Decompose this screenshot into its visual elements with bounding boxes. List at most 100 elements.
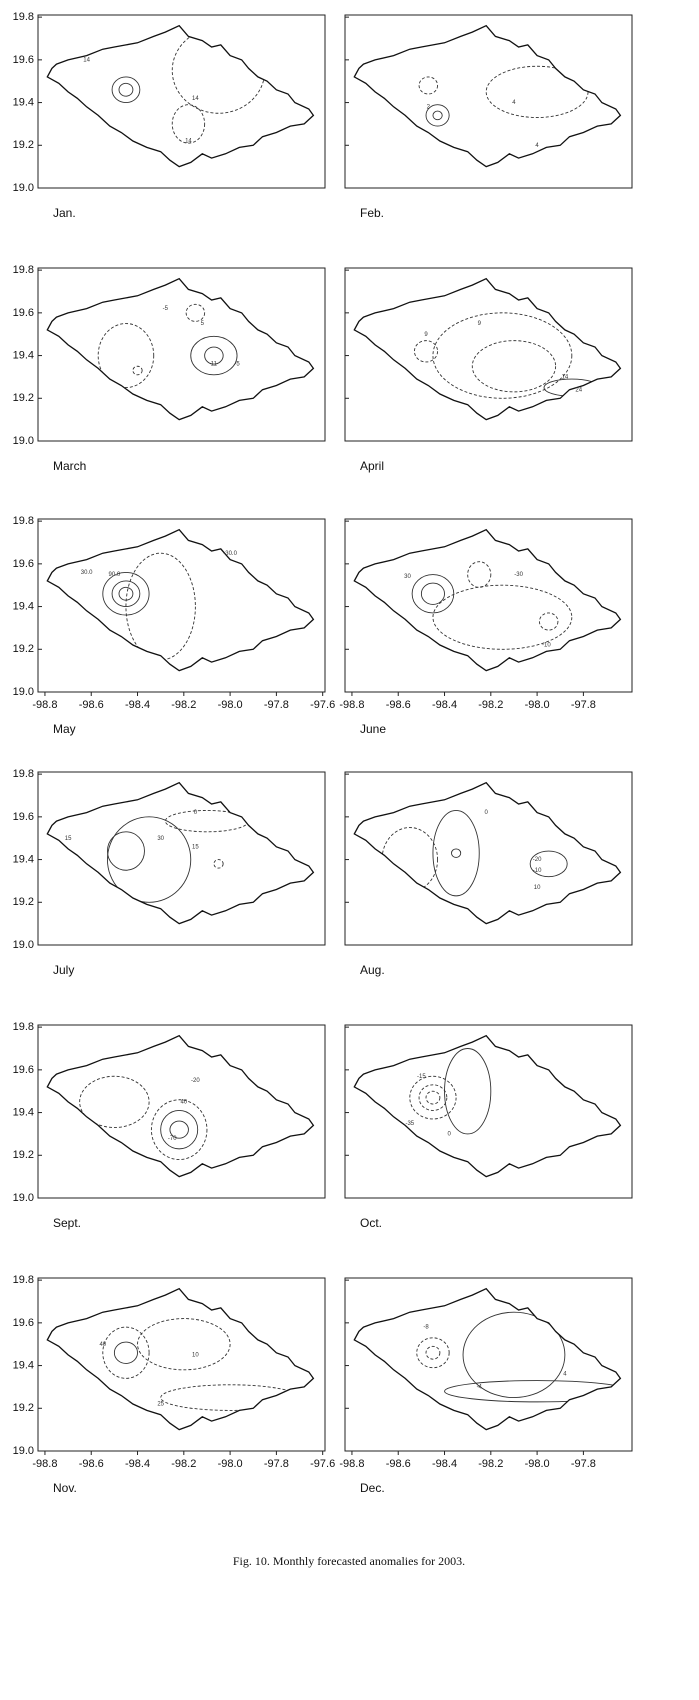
region-outline bbox=[353, 781, 622, 925]
map-panel: -20 40 -70 19.0 19.2 19.4 19.6 19.8 Sept. bbox=[13, 1021, 326, 1230]
y-tick-label: 19.6 bbox=[13, 811, 34, 823]
contour-line bbox=[169, 1120, 189, 1139]
plot-frame bbox=[37, 518, 326, 693]
x-tick-label: -97.8 bbox=[571, 699, 596, 711]
contour-line bbox=[416, 1337, 450, 1369]
map-panel: 15 30 0 15 19.0 19.2 19.4 19.6 19.8 July bbox=[13, 768, 326, 977]
contour-line bbox=[106, 816, 192, 903]
x-tick-label: -97.8 bbox=[264, 699, 289, 711]
panel-label: Jan. bbox=[53, 206, 76, 220]
y-tick-label: 19.0 bbox=[13, 686, 34, 698]
x-tick-label: -98.8 bbox=[32, 1458, 57, 1470]
contour-label: -10 bbox=[542, 643, 551, 649]
contour-label: 10 bbox=[192, 1352, 199, 1358]
contour-line bbox=[113, 1341, 138, 1364]
x-tick-label: -98.2 bbox=[171, 1458, 196, 1470]
map-panel: 30.0 90.0 -30.0 19.0 19.2 19.4 19.6 19.8 -98.8 -9… bbox=[13, 515, 336, 736]
x-tick-label: -98.4 bbox=[432, 1458, 457, 1470]
x-tick-label: -98.0 bbox=[218, 699, 243, 711]
panel-label: Aug. bbox=[360, 963, 385, 977]
x-tick-label: -98.8 bbox=[339, 699, 364, 711]
y-tick-label: 19.4 bbox=[13, 1106, 34, 1118]
x-tick-label: -97.8 bbox=[264, 1458, 289, 1470]
plot-frame bbox=[344, 1024, 633, 1199]
x-tick-label: -98.8 bbox=[32, 699, 57, 711]
contour-label: -30 bbox=[514, 572, 523, 578]
x-tick-label: -98.6 bbox=[386, 699, 411, 711]
contour-label: 9 bbox=[424, 332, 428, 338]
contour-line bbox=[425, 1345, 441, 1360]
x-tick-label: -98.2 bbox=[478, 1458, 503, 1470]
contour-label: 30.0 bbox=[81, 570, 93, 576]
map-panel: -8 -4 4 -98.8 -98.6 -98.4 -98.2 -98.0 -97.8 Dec. bbox=[339, 1277, 633, 1495]
contour-label: 4 bbox=[535, 143, 539, 149]
y-tick-label: 19.8 bbox=[13, 11, 34, 23]
x-tick-label: -97.8 bbox=[571, 1458, 596, 1470]
contour-label: 14 bbox=[185, 139, 192, 145]
contour-label: -4 bbox=[477, 1385, 483, 1391]
map-panel: 30 -30 -10 -98.8 -98.6 -98.4 -98.2 -98.0 -97.8 Ju… bbox=[339, 518, 633, 736]
region-outline bbox=[353, 277, 622, 421]
contour-line bbox=[418, 1084, 448, 1111]
contour-line bbox=[432, 584, 573, 650]
contour-label: 15 bbox=[192, 844, 199, 850]
region-outline bbox=[46, 24, 315, 168]
map-panel: -5 5 11 -5 19.0 19.2 19.4 19.6 19.8 March bbox=[13, 264, 326, 473]
contour-line bbox=[409, 1075, 457, 1120]
contours bbox=[411, 561, 573, 650]
x-tick-label: -98.0 bbox=[525, 1458, 550, 1470]
contour-line bbox=[125, 552, 196, 661]
contours bbox=[79, 1075, 208, 1161]
plot-frame bbox=[344, 771, 633, 946]
contour-line bbox=[132, 365, 143, 376]
plot-frame bbox=[37, 267, 326, 442]
y-tick-label: 19.8 bbox=[13, 1021, 34, 1033]
contour-line bbox=[462, 1311, 566, 1399]
contour-line bbox=[160, 1384, 300, 1411]
contour-line bbox=[451, 848, 462, 858]
x-tick-label: -98.6 bbox=[386, 1458, 411, 1470]
contour-label: 0 bbox=[485, 810, 489, 816]
panel-label: Oct. bbox=[360, 1216, 382, 1230]
contour-line bbox=[79, 1075, 150, 1128]
y-tick-label: 19.2 bbox=[13, 1402, 34, 1414]
contour-label: 11 bbox=[211, 362, 218, 368]
contour-line bbox=[420, 582, 445, 605]
contours bbox=[381, 809, 568, 897]
y-tick-label: 19.4 bbox=[13, 1359, 34, 1371]
contour-line bbox=[444, 1048, 492, 1135]
map-panel: 40 10 25 19.0 19.2 19.4 19.6 19.8 -98.8 -98.6 -98.… bbox=[13, 1274, 336, 1495]
contour-line bbox=[185, 303, 206, 322]
plot-frame bbox=[344, 1277, 633, 1452]
contour-label: 24 bbox=[575, 387, 582, 393]
x-tick-label: -98.0 bbox=[218, 1458, 243, 1470]
contour-line bbox=[411, 574, 455, 614]
y-tick-label: 19.0 bbox=[13, 1445, 34, 1457]
contour-label: 0 bbox=[447, 1132, 451, 1138]
contour-line bbox=[137, 1318, 231, 1371]
plot-frame bbox=[37, 14, 326, 189]
contours bbox=[413, 312, 601, 399]
contour-label: -20 bbox=[191, 1078, 200, 1084]
panel-label: Nov. bbox=[53, 1481, 77, 1495]
contour-line bbox=[467, 561, 492, 588]
contour-label: 15 bbox=[65, 836, 72, 842]
region-outline bbox=[46, 277, 315, 421]
y-tick-label: 19.2 bbox=[13, 392, 34, 404]
contour-line bbox=[413, 340, 439, 363]
y-tick-label: 19.6 bbox=[13, 54, 34, 66]
contours bbox=[97, 303, 238, 389]
x-tick-label: -98.4 bbox=[125, 699, 150, 711]
contour-label: 4 bbox=[563, 1372, 567, 1378]
contour-line bbox=[213, 859, 224, 869]
x-tick-label: -98.4 bbox=[125, 1458, 150, 1470]
contour-line bbox=[160, 1109, 199, 1150]
region-outline bbox=[46, 1034, 315, 1178]
contours bbox=[102, 552, 196, 661]
contour-line bbox=[418, 76, 439, 95]
y-tick-label: 19.4 bbox=[13, 853, 34, 865]
x-tick-label: -98.4 bbox=[432, 699, 457, 711]
contour-label: 40 bbox=[180, 1099, 187, 1105]
contour-label: -20 bbox=[533, 857, 542, 863]
